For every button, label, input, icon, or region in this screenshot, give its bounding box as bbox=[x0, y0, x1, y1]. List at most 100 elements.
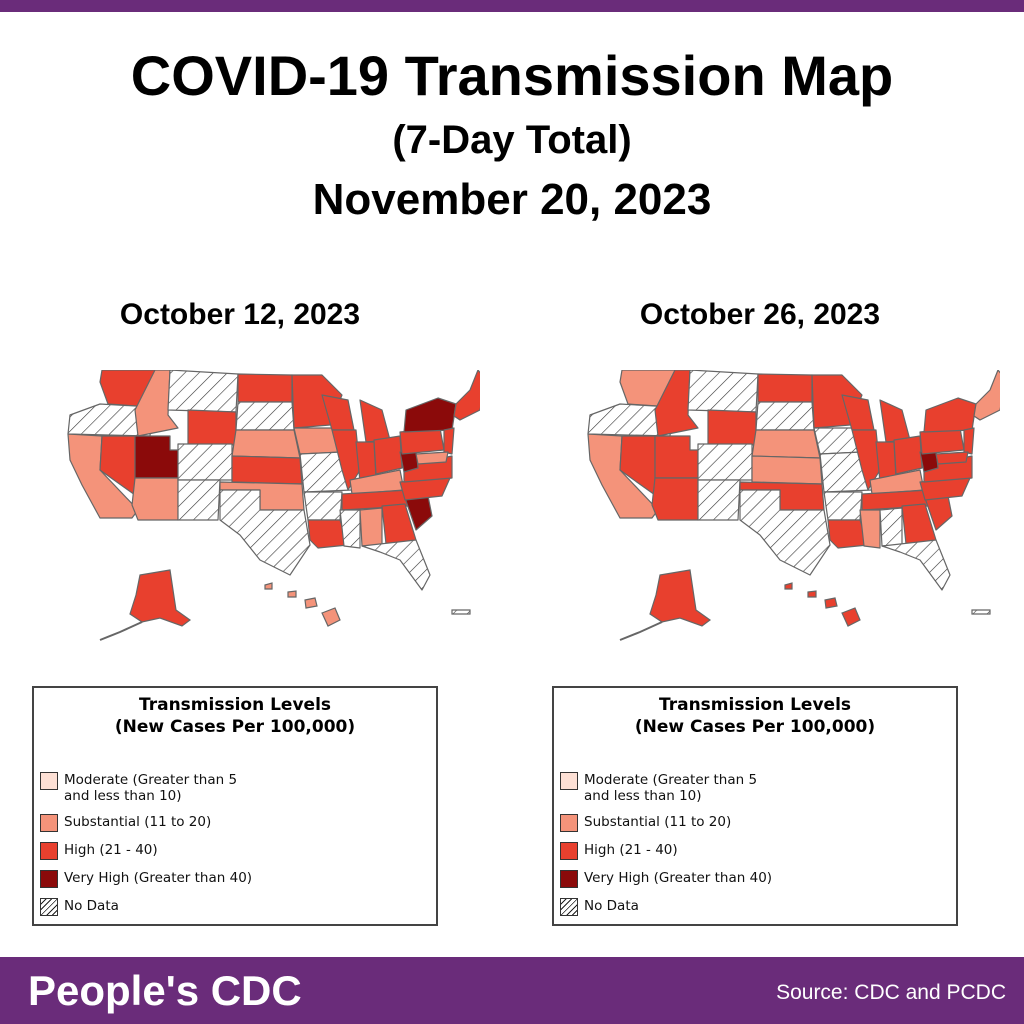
state-new-england bbox=[973, 370, 1000, 421]
state-ny bbox=[923, 397, 977, 433]
us-state-map bbox=[587, 370, 1000, 641]
state-tx bbox=[219, 489, 311, 576]
state-new-england bbox=[453, 370, 480, 421]
state-oh bbox=[893, 435, 923, 475]
state-ak bbox=[129, 569, 192, 627]
state-co bbox=[697, 443, 753, 481]
swatch-no-data bbox=[40, 898, 58, 916]
brand-logo-text: People's CDC bbox=[28, 967, 302, 1014]
legend-title-line2: (New Cases Per 100,000) bbox=[114, 717, 356, 737]
swatch-substantial bbox=[560, 814, 578, 832]
territory-pr bbox=[971, 609, 991, 615]
legend-item-very-high: Very High (Greater than 40) bbox=[560, 870, 772, 888]
legend-item-moderate: Moderate (Greater than 5 and less than 1… bbox=[560, 772, 772, 804]
state-ne bbox=[751, 429, 821, 459]
state-nj bbox=[443, 427, 455, 455]
report-date: November 20, 2023 bbox=[312, 175, 712, 224]
source-text: Source: CDC and PCDC bbox=[776, 981, 1006, 1004]
state-co bbox=[177, 443, 233, 481]
map-panel-oct-12: October 12, 2023 bbox=[30, 290, 500, 940]
state-az bbox=[651, 477, 699, 521]
legend-label: No Data bbox=[64, 898, 119, 914]
page-subtitle: (7-Day Total) bbox=[392, 118, 632, 162]
legend-label: Very High (Greater than 40) bbox=[584, 870, 773, 886]
legend-item-very-high: Very High (Greater than 40) bbox=[40, 870, 252, 888]
state-ne bbox=[231, 429, 301, 459]
swatch-high bbox=[560, 842, 578, 860]
state-nm bbox=[177, 479, 221, 521]
state-id bbox=[134, 370, 179, 437]
state-ms bbox=[859, 509, 881, 549]
state-ms bbox=[339, 509, 361, 549]
state-al bbox=[879, 507, 903, 547]
state-hi-2 bbox=[287, 590, 297, 598]
state-md bbox=[415, 451, 449, 465]
state-ut bbox=[654, 435, 699, 479]
state-oh bbox=[373, 435, 403, 475]
legend-label: No Data bbox=[584, 898, 639, 914]
state-hi-4 bbox=[841, 607, 861, 627]
legend-item-moderate: Moderate (Greater than 5 and less than 1… bbox=[40, 772, 252, 804]
state-mt bbox=[687, 370, 759, 413]
state-id bbox=[654, 370, 699, 437]
state-ak bbox=[649, 569, 712, 627]
ak-aleutians bbox=[99, 621, 143, 641]
swatch-high bbox=[40, 842, 58, 860]
us-state-map bbox=[67, 370, 480, 641]
legend-title: Transmission Levels (New Cases Per 100,0… bbox=[34, 694, 436, 738]
ak-aleutians bbox=[619, 621, 663, 641]
state-hi-3 bbox=[824, 597, 838, 609]
legend: Transmission Levels (New Cases Per 100,0… bbox=[32, 686, 438, 926]
legend-item-high: High (21 - 40) bbox=[40, 842, 252, 860]
legend-item-substantial: Substantial (11 to 20) bbox=[40, 814, 252, 832]
legend-title-line1: Transmission Levels bbox=[138, 695, 332, 715]
state-fl bbox=[361, 539, 431, 591]
state-hi-2 bbox=[807, 590, 817, 598]
top-accent-bar bbox=[0, 0, 1024, 12]
state-az bbox=[131, 477, 179, 521]
state-la bbox=[827, 519, 869, 549]
state-wy bbox=[187, 409, 237, 446]
legend-label: Substantial (11 to 20) bbox=[64, 814, 212, 830]
swatch-moderate bbox=[560, 772, 578, 790]
map-title: October 12, 2023 bbox=[119, 298, 361, 331]
state-ut bbox=[134, 435, 179, 479]
state-hi-1 bbox=[264, 582, 273, 590]
legend-label: High (21 - 40) bbox=[584, 842, 678, 858]
legend-item-substantial: Substantial (11 to 20) bbox=[560, 814, 772, 832]
state-mi bbox=[359, 399, 391, 443]
map-title: October 26, 2023 bbox=[639, 298, 881, 331]
state-mt bbox=[167, 370, 239, 413]
swatch-moderate bbox=[40, 772, 58, 790]
page-title: COVID-19 Transmission Map bbox=[130, 44, 894, 107]
state-sd bbox=[755, 401, 815, 431]
state-md bbox=[935, 451, 969, 465]
swatch-very-high bbox=[40, 870, 58, 888]
state-nd bbox=[237, 373, 293, 403]
swatch-no-data bbox=[560, 898, 578, 916]
state-nd bbox=[757, 373, 813, 403]
state-hi-4 bbox=[321, 607, 341, 627]
state-sd bbox=[235, 401, 295, 431]
legend: Transmission Levels (New Cases Per 100,0… bbox=[552, 686, 958, 926]
legend-title: Transmission Levels (New Cases Per 100,0… bbox=[554, 694, 956, 738]
state-la bbox=[307, 519, 349, 549]
state-al bbox=[359, 507, 383, 547]
state-mi bbox=[879, 399, 911, 443]
state-ks bbox=[231, 455, 303, 485]
legend-item-no-data: No Data bbox=[40, 898, 252, 916]
state-tx bbox=[739, 489, 831, 576]
state-hi-3 bbox=[304, 597, 318, 609]
legend-items: Moderate (Greater than 5 and less than 1… bbox=[560, 772, 772, 926]
legend-label: High (21 - 40) bbox=[64, 842, 158, 858]
legend-items: Moderate (Greater than 5 and less than 1… bbox=[40, 772, 252, 926]
territory-pr bbox=[451, 609, 471, 615]
legend-label: Very High (Greater than 40) bbox=[64, 870, 253, 886]
legend-label: Moderate (Greater than 5 and less than 1… bbox=[64, 772, 238, 804]
state-ar bbox=[303, 491, 343, 521]
state-ny bbox=[403, 397, 457, 433]
legend-title-line2: (New Cases Per 100,000) bbox=[634, 717, 876, 737]
map-panel-oct-26: October 26, 2023 bbox=[550, 290, 1020, 940]
state-wy bbox=[707, 409, 757, 446]
title-block: COVID-19 Transmission Map (7-Day Total) … bbox=[0, 40, 1024, 232]
